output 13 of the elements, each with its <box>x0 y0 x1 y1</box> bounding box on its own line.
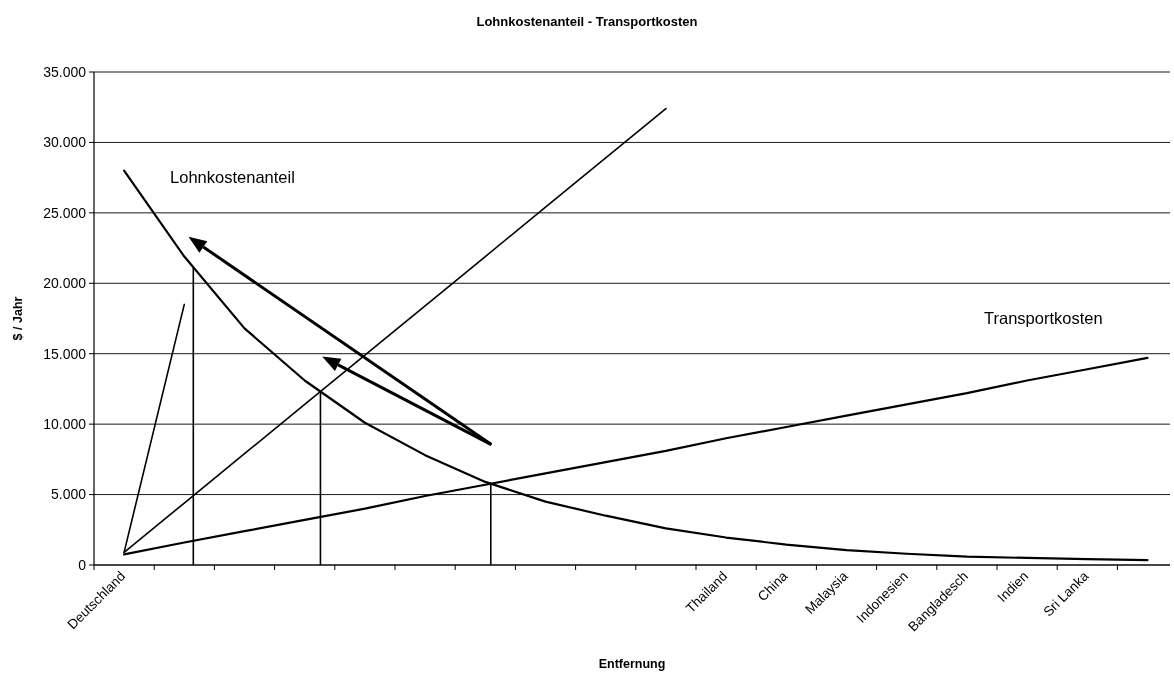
y-tick-label: 30.000 <box>43 134 87 151</box>
chart-title: Lohnkostenanteil - Transportkosten <box>476 14 698 29</box>
y-axis-title: $ / Jahr <box>11 296 25 341</box>
y-tick-label: 10.000 <box>43 416 87 433</box>
x-axis-title: Entfernung <box>598 657 666 671</box>
series-label: Lohnkostenanteil <box>170 168 295 187</box>
y-tick-label: 0 <box>78 556 87 573</box>
y-tick-label: 35.000 <box>43 63 87 80</box>
y-tick-label: 20.000 <box>43 275 87 292</box>
y-tick-label: 5.000 <box>50 486 87 503</box>
y-tick-label: 25.000 <box>43 204 87 221</box>
y-tick-label: 15.000 <box>43 345 87 362</box>
text: Transportkosten <box>984 309 1103 328</box>
